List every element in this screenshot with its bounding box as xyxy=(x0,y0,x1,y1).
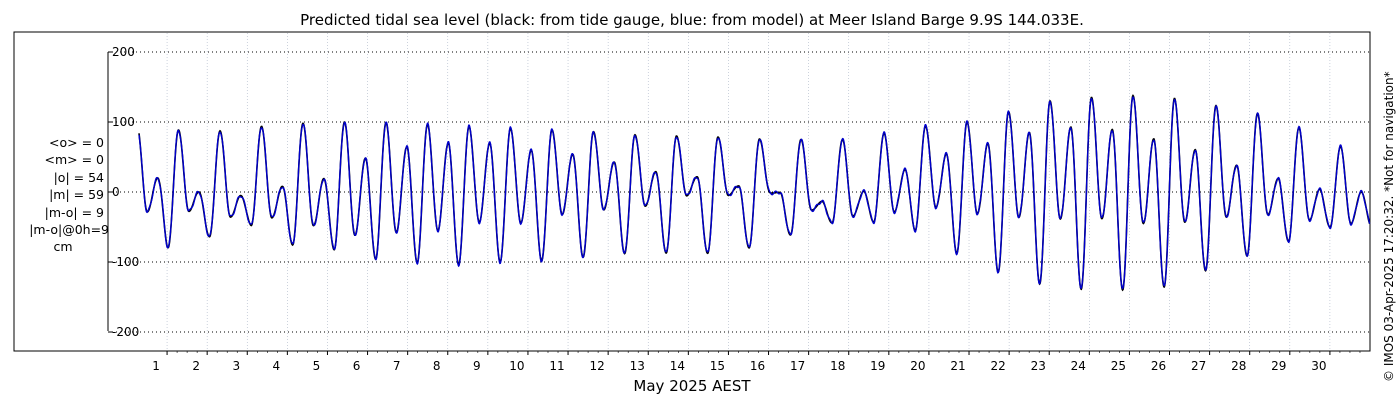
series-group xyxy=(138,94,1371,292)
y-tick-label: 100 xyxy=(112,115,135,129)
stat-m-abs: |m| = 59 xyxy=(49,187,104,203)
y-tick-label: -200 xyxy=(112,325,139,339)
x-tick-label: 28 xyxy=(1231,359,1246,373)
x-tick-label: 22 xyxy=(990,359,1005,373)
stat-o-mean: <o> = 0 xyxy=(49,135,104,150)
x-tick-label: 13 xyxy=(630,359,645,373)
x-tick-label: 14 xyxy=(670,359,685,373)
x-tick-label: 21 xyxy=(950,359,965,373)
x-tick-label: 15 xyxy=(710,359,725,373)
grid xyxy=(108,33,1370,350)
x-tick-label: 26 xyxy=(1151,359,1166,373)
x-tick-label: 1 xyxy=(152,359,160,373)
x-tick-label: 30 xyxy=(1311,359,1326,373)
x-tick-label: 27 xyxy=(1191,359,1206,373)
x-axis-label: May 2025 AEST xyxy=(633,377,751,395)
x-tick-label: 25 xyxy=(1111,359,1126,373)
stat-o-abs: |o| = 54 xyxy=(53,169,104,185)
x-tick-label: 24 xyxy=(1071,359,1086,373)
x-tick-label: 9 xyxy=(473,359,481,373)
x-tick-label: 11 xyxy=(549,359,564,373)
x-tick-label: 17 xyxy=(790,359,805,373)
chart-frame xyxy=(13,31,1371,352)
x-tick-label: 18 xyxy=(830,359,845,373)
x-tick-label: 29 xyxy=(1271,359,1286,373)
x-tick-label: 4 xyxy=(273,359,281,373)
series-line-2 xyxy=(138,96,1371,290)
x-tick-label: 10 xyxy=(509,359,524,373)
x-tick-label: 23 xyxy=(1031,359,1046,373)
y-tick-label: -100 xyxy=(112,255,139,269)
x-tick-label: 6 xyxy=(353,359,361,373)
x-axis: 1 2 3 4 5 6 7 8 9 10 11 12 13 14 15 16 17 18 19 20 21 22 23 24 2… xyxy=(152,351,1361,373)
stats-panel: <o> = 0 <m> = 0 |o| = 54 |m| = 59 |m-o| … xyxy=(14,134,109,256)
stat-mo-abs: |m-o| = 9 xyxy=(44,204,104,220)
stat-mo-0h: |m-o|@0h=9 xyxy=(29,222,109,238)
y-tick-label: 200 xyxy=(112,45,135,59)
credit-text: © IMOS 03-Apr-2025 17:20:32. *Not for na… xyxy=(1382,71,1396,382)
stat-m-mean: <m> = 0 xyxy=(44,152,105,168)
x-tick-label: 8 xyxy=(433,359,441,373)
y-axis: 200 100 0 -100 -200 xyxy=(108,45,139,339)
stat-unit: cm xyxy=(53,239,73,255)
x-tick-label: 3 xyxy=(232,359,240,373)
x-tick-label: 5 xyxy=(313,359,321,373)
x-tick-label: 20 xyxy=(910,359,925,373)
x-tick-label: 16 xyxy=(750,359,765,373)
chart-title: Predicted tidal sea level (black: from t… xyxy=(300,11,1084,29)
x-tick-label: 7 xyxy=(393,359,401,373)
x-tick-label: 2 xyxy=(192,359,200,373)
x-tick-label: 12 xyxy=(590,359,605,373)
x-tick-label: 19 xyxy=(870,359,885,373)
y-tick-label: 0 xyxy=(112,185,120,199)
